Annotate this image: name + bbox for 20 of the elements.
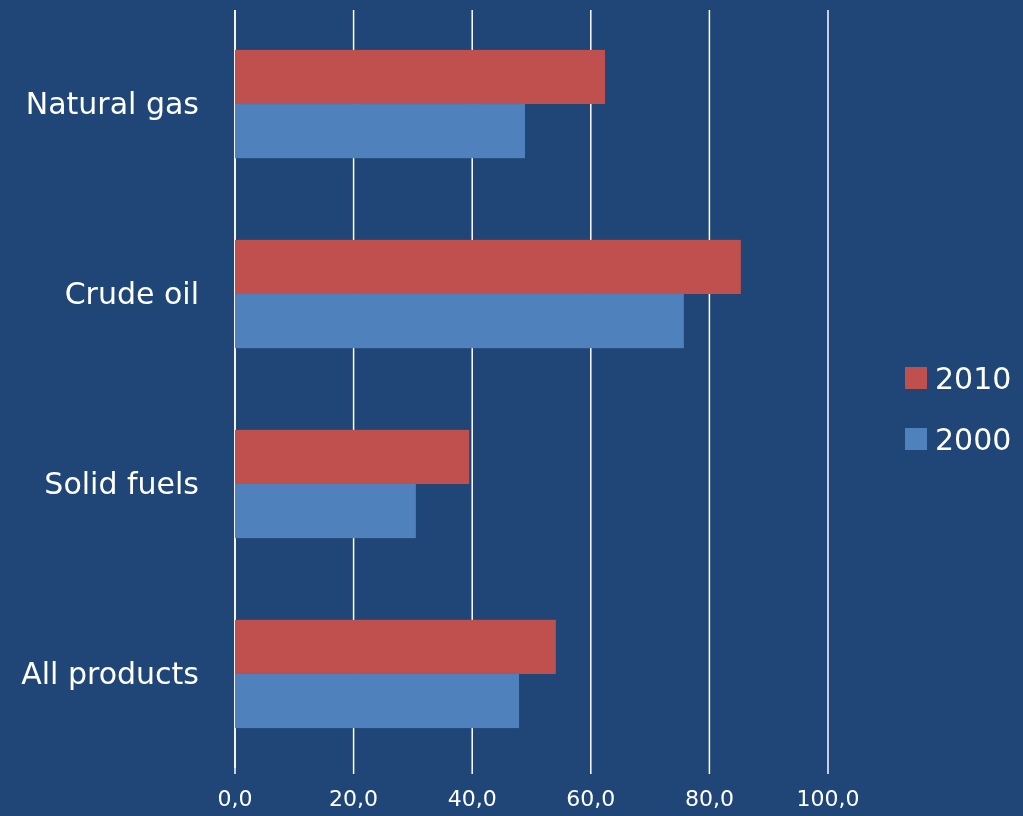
y-tick-label: All products <box>21 655 199 691</box>
bar <box>235 483 416 539</box>
legend-label: 2010 <box>935 361 1012 396</box>
y-tick-label: Crude oil <box>64 276 199 312</box>
bar <box>235 429 470 484</box>
x-tick-label: 0,0 <box>217 786 253 811</box>
x-tick-label: 100,0 <box>796 786 860 811</box>
x-tick-label: 80,0 <box>684 786 734 811</box>
bar <box>235 104 525 159</box>
x-tick-label: 40,0 <box>447 786 497 811</box>
bar <box>235 294 684 349</box>
bar <box>235 49 606 105</box>
legend-label: 2000 <box>935 422 1012 457</box>
x-tick-label: 20,0 <box>329 786 379 811</box>
x-tick-label: 60,0 <box>566 786 616 811</box>
y-tick-label: Natural gas <box>25 86 199 122</box>
bar <box>235 239 741 295</box>
bar <box>235 673 520 729</box>
bar <box>235 619 556 674</box>
y-tick-label: Solid fuels <box>44 465 199 501</box>
